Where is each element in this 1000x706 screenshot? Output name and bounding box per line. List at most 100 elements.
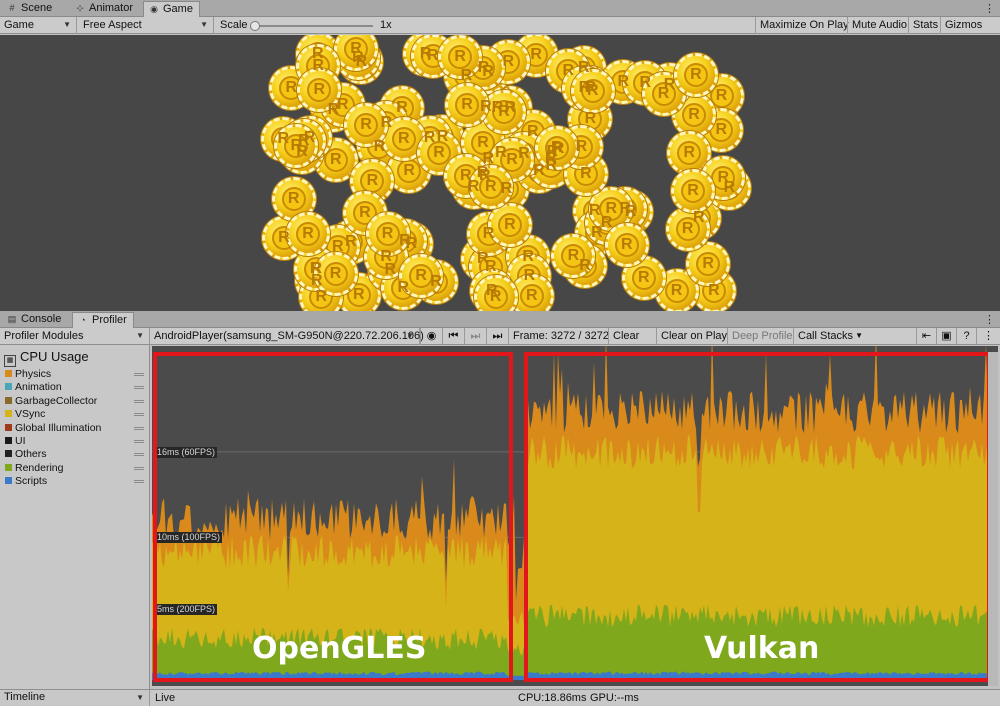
coin-sprite: R [274, 124, 319, 169]
coin-letter: R [545, 157, 558, 175]
legend-item[interactable]: UI [5, 435, 147, 448]
coin-letter: R [715, 121, 728, 139]
target-player-dropdown[interactable]: AndroidPlayer(samsung_SM-G950N@220.72.20… [150, 328, 424, 345]
cpu-usage-title[interactable]: ▦ CPU Usage [4, 349, 89, 367]
legend-item[interactable]: Animation [5, 381, 147, 394]
stats-button[interactable]: Stats [908, 17, 942, 34]
coin-letter: R [567, 247, 580, 265]
coin-sprite: R [570, 69, 615, 114]
coin-letter: R [657, 84, 670, 102]
live-toggle[interactable]: Live [155, 692, 176, 704]
more-options-icon[interactable]: ⋮ [984, 3, 995, 15]
call-stacks-dropdown[interactable]: Call Stacks ▼ [793, 328, 867, 345]
coin-letter: R [687, 182, 699, 200]
coin-letter: R [352, 49, 364, 67]
profiler-modules-dropdown[interactable]: Profiler Modules ▼ [0, 328, 150, 345]
load-icon[interactable]: ⇤ [916, 328, 936, 345]
coin-letter: R [398, 129, 410, 147]
legend-item[interactable]: Rendering [5, 462, 147, 475]
coin-sprite: R [701, 155, 746, 200]
coin-letter: R [605, 199, 618, 217]
chart-scrollbar[interactable] [988, 352, 998, 686]
clear-on-play-button[interactable]: Clear on Play [656, 328, 731, 345]
legend-item[interactable]: Others [5, 448, 147, 461]
mute-audio-button[interactable]: Mute Audio [847, 17, 911, 34]
bottom-tab-bar: ▤ Console ◔ Profiler ⋮ [0, 311, 1000, 328]
threshold-label-60fps: 16ms (60FPS) [155, 446, 218, 458]
coin-letter: R [491, 99, 504, 116]
drag-handle-icon[interactable] [134, 480, 144, 484]
display-dropdown[interactable]: Game ▼ [0, 17, 77, 34]
scale-slider-thumb[interactable] [250, 21, 260, 31]
maximize-on-play-button[interactable]: Maximize On Play [755, 17, 853, 34]
legend-item[interactable]: Global Illumination [5, 422, 147, 435]
help-icon[interactable]: ? [956, 328, 976, 345]
coin-letter: R [506, 151, 518, 168]
drag-handle-icon[interactable] [134, 440, 144, 443]
coin-letter: R [552, 140, 565, 158]
more-options-icon[interactable]: ⋮ [976, 328, 1000, 345]
drag-handle-icon[interactable] [134, 386, 144, 390]
drag-handle-icon[interactable] [134, 426, 144, 430]
record-icon[interactable]: ◉ [420, 328, 442, 345]
deep-profile-button[interactable]: Deep Profile [727, 328, 797, 345]
coin-letter: R [287, 190, 300, 208]
coin-letter: R [359, 204, 371, 222]
coin-letter: R [498, 102, 510, 120]
aspect-dropdown[interactable]: Free Aspect ▼ [79, 17, 214, 34]
coin-letter: R [355, 52, 368, 70]
coin-letter: R [303, 128, 316, 146]
coin-sprite: R [344, 103, 389, 147]
coin-letter: R [315, 287, 328, 305]
tab-scene[interactable]: # Scene [2, 1, 58, 17]
drag-handle-icon[interactable] [134, 453, 144, 457]
coin-sprite: R [528, 137, 573, 182]
save-icon[interactable]: ▣ [936, 328, 956, 345]
step-back-icon[interactable]: ⏮ [442, 328, 464, 345]
scale-slider[interactable] [255, 25, 373, 27]
legend-item[interactable]: Scripts [5, 475, 147, 488]
coin-sprite: R [509, 274, 554, 311]
coin-letter: R [436, 127, 449, 145]
drag-handle-icon[interactable] [134, 373, 144, 376]
coin-letter: R [373, 138, 386, 156]
coin-letter: R [723, 178, 736, 196]
tab-game[interactable]: ◉ Game [143, 1, 200, 17]
coin-sprite: R [481, 89, 526, 134]
tab-console[interactable]: ▤ Console [7, 313, 62, 325]
coin-letter: R [584, 79, 597, 97]
coin-letter: R [702, 255, 714, 273]
drag-handle-icon[interactable] [134, 466, 144, 470]
cpu-usage-chart[interactable]: 16ms (60FPS) 10ms (100FPS) 5ms (200FPS) … [152, 346, 998, 686]
coin-letter: R [663, 76, 676, 94]
tab-animator[interactable]: ⊹ Animator [70, 1, 139, 17]
coin-letter: R [551, 138, 563, 156]
current-frame-icon[interactable]: ⏭ [486, 328, 508, 345]
legend-label: Scripts [15, 475, 48, 488]
coin-sprite: R [534, 125, 579, 170]
view-mode-dropdown[interactable]: Timeline ▼ [0, 690, 150, 706]
coin-sprite: R [529, 144, 574, 189]
coin-letter: R [717, 168, 730, 186]
coin-letter: R [621, 235, 633, 253]
coin-letter: R [433, 144, 445, 162]
legend-item[interactable]: VSync [5, 408, 147, 421]
grid-icon: # [9, 3, 15, 13]
coin-letter: R [311, 271, 323, 289]
threshold-label-200fps: 5ms (200FPS) [155, 603, 218, 615]
legend-item[interactable]: GarbageCollector [5, 395, 147, 408]
coin-sprite: R [287, 115, 332, 160]
more-options-icon[interactable]: ⋮ [984, 314, 995, 326]
coin-sprite: R [490, 138, 535, 182]
drag-handle-icon[interactable] [134, 399, 144, 403]
drag-handle-icon[interactable] [134, 413, 144, 417]
clear-button[interactable]: Clear [608, 328, 643, 345]
tab-profiler[interactable]: ◔ Profiler [72, 312, 134, 328]
legend-item[interactable]: Physics [5, 368, 147, 381]
coin-sprite: R [551, 234, 596, 279]
gizmos-button[interactable]: Gizmos [940, 17, 986, 34]
coin-letter: R [345, 233, 357, 251]
coin-letter: R [403, 162, 415, 180]
step-forward-icon[interactable]: ⏭ [464, 328, 486, 345]
